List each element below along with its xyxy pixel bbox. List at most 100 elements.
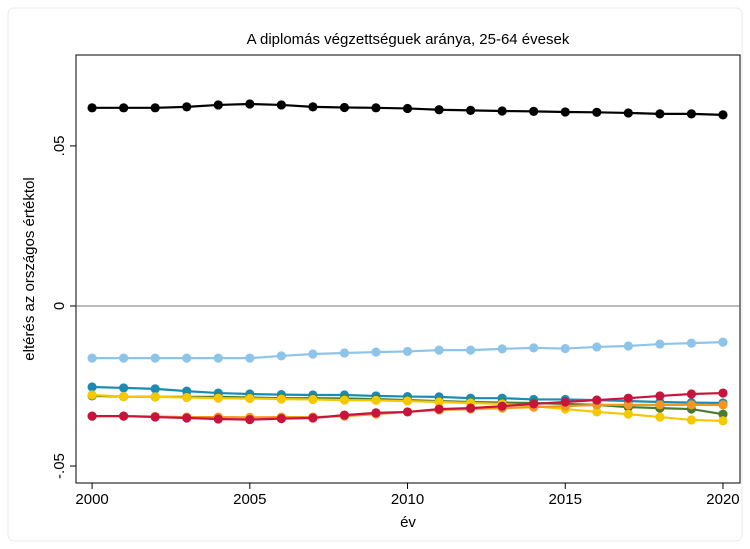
- data-point: [718, 400, 728, 410]
- data-point: [245, 393, 255, 404]
- data-point: [87, 390, 97, 400]
- data-point: [150, 353, 160, 363]
- data-point: [371, 395, 381, 406]
- x-axis-label: év: [400, 514, 416, 531]
- data-point: [466, 345, 476, 355]
- data-point: [308, 413, 318, 423]
- data-point: [308, 102, 318, 112]
- data-point: [308, 394, 318, 405]
- data-point: [339, 395, 350, 405]
- data-point: [655, 400, 665, 410]
- data-point: [308, 349, 318, 359]
- data-point: [592, 342, 602, 352]
- data-point: [434, 404, 444, 414]
- chart-title: A diplomás végzettséguek aránya, 25-64 é…: [247, 31, 570, 48]
- data-point: [623, 393, 633, 403]
- data-point: [560, 107, 570, 117]
- data-point: [213, 414, 223, 424]
- data-point: [87, 103, 97, 113]
- data-point: [686, 415, 697, 425]
- data-point: [339, 102, 350, 113]
- data-point: [245, 99, 255, 109]
- chart-background: [7, 7, 743, 542]
- data-point: [686, 389, 697, 399]
- data-point: [718, 409, 728, 419]
- data-point: [119, 353, 129, 363]
- data-point: [245, 415, 255, 425]
- data-point: [276, 100, 286, 110]
- data-point: [150, 384, 160, 394]
- data-point: [119, 391, 129, 402]
- data-point: [402, 396, 413, 406]
- data-point: [87, 411, 97, 421]
- data-point: [623, 400, 633, 410]
- data-point: [371, 408, 381, 418]
- data-point: [213, 100, 223, 110]
- data-point: [560, 343, 570, 354]
- data-point: [623, 409, 633, 419]
- data-point: [339, 410, 350, 420]
- x-tick-label: 2020: [706, 491, 739, 508]
- data-point: [276, 414, 286, 424]
- data-point: [402, 103, 413, 114]
- data-point: [276, 394, 286, 404]
- data-point: [623, 341, 633, 351]
- data-point: [182, 102, 192, 112]
- x-tick-label: 2005: [233, 491, 266, 508]
- data-point: [402, 407, 413, 417]
- data-point: [686, 109, 697, 119]
- data-point: [560, 397, 570, 407]
- data-point: [119, 411, 129, 421]
- data-point: [655, 412, 665, 422]
- data-point: [529, 106, 539, 116]
- y-tick-label: 0: [51, 302, 68, 310]
- data-point: [119, 383, 129, 393]
- data-point: [434, 397, 444, 407]
- data-point: [245, 353, 255, 363]
- x-tick-label: 2000: [75, 491, 108, 508]
- data-point: [150, 103, 160, 113]
- y-axis-label: eltérés az országos értéktol: [21, 177, 38, 360]
- data-point: [402, 346, 413, 357]
- data-point: [371, 347, 381, 357]
- data-point: [87, 382, 97, 392]
- x-tick-label: 2015: [549, 491, 582, 508]
- data-point: [213, 393, 223, 403]
- data-point: [150, 412, 160, 422]
- data-point: [434, 345, 444, 355]
- data-point: [718, 110, 728, 120]
- data-point: [150, 392, 160, 402]
- data-point: [718, 416, 728, 426]
- data-point: [371, 103, 381, 113]
- y-tick-label: .05: [51, 135, 68, 156]
- data-point: [87, 353, 97, 363]
- data-point: [276, 351, 286, 361]
- data-point: [686, 338, 697, 348]
- data-point: [466, 105, 476, 115]
- data-point: [529, 343, 539, 353]
- data-point: [497, 106, 507, 116]
- data-point: [213, 353, 223, 363]
- data-point: [592, 407, 602, 417]
- data-point: [592, 107, 602, 117]
- data-point: [718, 388, 728, 398]
- data-point: [339, 348, 350, 358]
- data-point: [497, 344, 507, 354]
- data-point: [655, 391, 665, 401]
- data-point: [718, 337, 728, 347]
- data-point: [655, 109, 665, 119]
- x-tick-label: 2010: [391, 491, 424, 508]
- data-point: [655, 339, 665, 349]
- y-tick-label: -.05: [51, 453, 68, 479]
- data-point: [434, 105, 444, 115]
- data-point: [119, 103, 129, 113]
- data-point: [497, 401, 507, 411]
- data-point: [529, 399, 539, 409]
- data-point: [623, 108, 633, 118]
- data-point: [592, 395, 602, 405]
- data-point: [182, 413, 192, 423]
- data-point: [686, 400, 697, 410]
- data-point: [182, 353, 192, 363]
- data-point: [466, 403, 476, 413]
